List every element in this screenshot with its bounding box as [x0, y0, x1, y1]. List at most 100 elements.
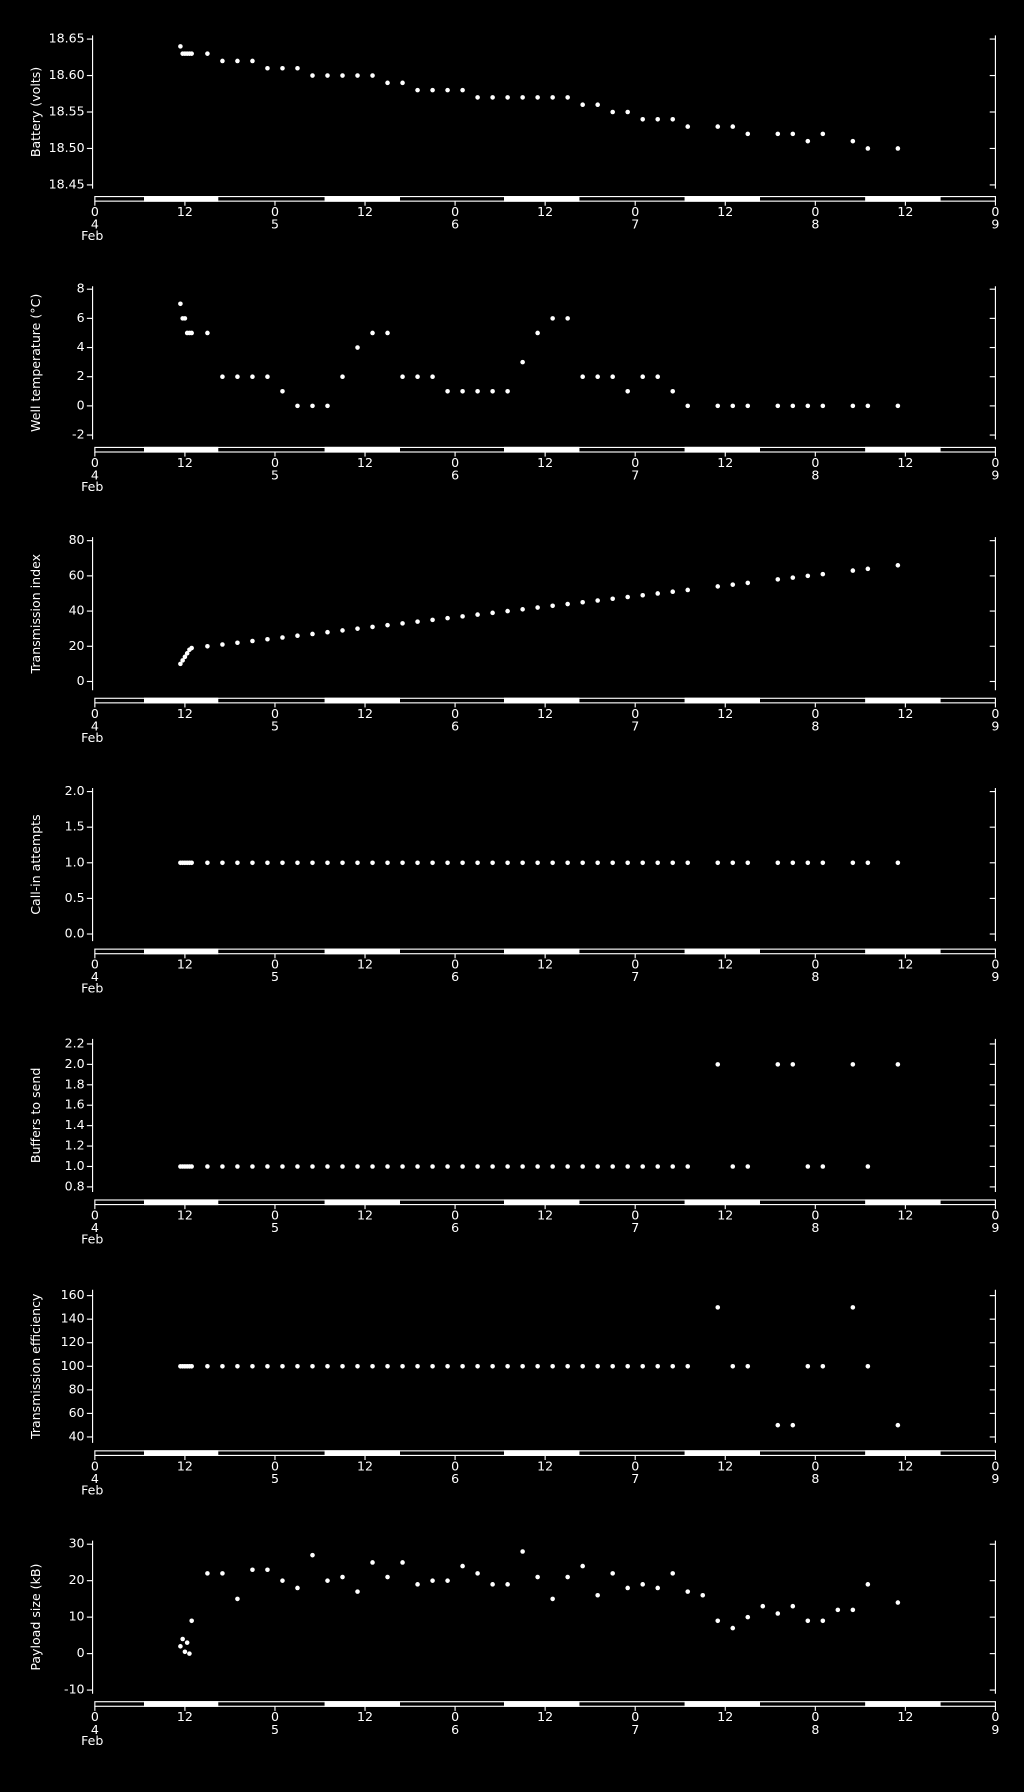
y-tick-label: 80 — [69, 1381, 85, 1396]
data-point — [235, 640, 240, 646]
x-tick-label: 0 — [631, 957, 639, 972]
data-point — [475, 389, 480, 394]
data-point — [340, 1574, 345, 1580]
data-point — [640, 1582, 645, 1587]
y-tick-label: 0 — [77, 673, 85, 688]
x-tick-label: 0 — [271, 1458, 279, 1473]
data-point — [655, 1585, 660, 1591]
data-point — [685, 1364, 691, 1369]
data-point — [415, 374, 420, 379]
data-point — [790, 575, 796, 580]
data-point — [640, 860, 645, 866]
data-point — [445, 87, 450, 93]
data-point — [655, 117, 660, 122]
data-point — [280, 65, 285, 71]
data-point — [340, 1364, 345, 1369]
data-point — [220, 1364, 225, 1369]
data-point — [295, 633, 300, 639]
data-point — [430, 374, 435, 379]
day-label: 8 — [811, 1471, 819, 1486]
data-point — [535, 95, 540, 100]
data-point — [265, 1364, 270, 1369]
data-point — [625, 1364, 630, 1369]
data-point — [730, 1364, 736, 1369]
data-point — [520, 1164, 525, 1169]
data-point — [280, 635, 285, 640]
data-point — [184, 1640, 190, 1645]
day-label: 8 — [811, 217, 819, 232]
day-label: 9 — [991, 718, 999, 733]
y-tick-label: 18.50 — [49, 140, 85, 155]
x-tick-label: 12 — [177, 204, 193, 219]
day-label: 9 — [991, 1722, 999, 1737]
data-point — [625, 1164, 630, 1169]
time-bar-day — [144, 1701, 219, 1707]
data-point — [685, 587, 691, 593]
data-point — [265, 860, 270, 866]
data-point — [745, 1364, 751, 1369]
data-point — [775, 860, 781, 866]
data-point — [550, 860, 555, 866]
data-point — [655, 1164, 660, 1169]
data-point — [189, 1164, 194, 1169]
data-point — [235, 58, 240, 64]
data-point — [595, 860, 600, 866]
data-point — [370, 1364, 375, 1369]
data-point — [189, 1618, 194, 1624]
day-label: 9 — [991, 217, 999, 232]
day-label: 4 — [91, 969, 99, 984]
data-point — [895, 403, 901, 409]
x-tick-label: 0 — [811, 1207, 819, 1222]
data-point — [460, 389, 465, 394]
data-point — [460, 860, 465, 866]
y-axis-title: Call-in attempts — [28, 814, 43, 914]
x-tick-label: 12 — [177, 1709, 193, 1724]
y-tick-label: 10 — [69, 1609, 85, 1624]
day-label: 8 — [811, 1220, 819, 1235]
data-point — [400, 860, 405, 866]
x-tick-label: 12 — [357, 1709, 373, 1724]
x-tick-label: 0 — [991, 1458, 999, 1473]
data-point — [535, 1364, 540, 1369]
y-tick-label: 4 — [77, 339, 85, 354]
data-point — [250, 374, 255, 379]
data-point — [550, 1364, 555, 1369]
x-tick-label: 12 — [177, 1207, 193, 1222]
day-label: 5 — [271, 1220, 279, 1235]
data-point — [820, 1164, 826, 1169]
data-point — [220, 58, 225, 64]
time-bar-day — [324, 1701, 400, 1707]
data-point — [670, 1364, 676, 1369]
x-tick-label: 0 — [451, 204, 459, 219]
data-point — [490, 1164, 495, 1169]
time-bar-day — [144, 948, 219, 955]
time-bar-day — [504, 1450, 580, 1456]
data-point — [610, 109, 615, 115]
y-axis-title: Battery (volts) — [28, 67, 43, 157]
x-tick-label: 12 — [897, 455, 913, 470]
data-point — [385, 1364, 390, 1369]
y-tick-label: 60 — [69, 1405, 85, 1420]
data-point — [730, 1625, 736, 1631]
data-point — [595, 1364, 600, 1369]
data-point — [760, 1603, 766, 1609]
data-point — [625, 109, 630, 115]
data-point — [895, 1062, 901, 1067]
data-point — [490, 1364, 495, 1369]
y-tick-label: 100 — [61, 1358, 85, 1373]
data-point — [775, 1422, 781, 1428]
y-tick-label: 140 — [61, 1311, 85, 1326]
data-point — [187, 1651, 192, 1656]
data-point — [655, 591, 660, 596]
x-tick-label: 12 — [177, 706, 193, 721]
data-point — [250, 860, 255, 866]
data-point — [715, 124, 721, 129]
data-point — [355, 1364, 360, 1369]
data-point — [715, 584, 721, 589]
data-point — [325, 73, 330, 78]
day-label: 6 — [451, 1722, 459, 1737]
data-point — [182, 1649, 188, 1655]
x-tick-label: 0 — [451, 957, 459, 972]
data-point — [205, 1571, 210, 1576]
data-point — [445, 1164, 450, 1169]
